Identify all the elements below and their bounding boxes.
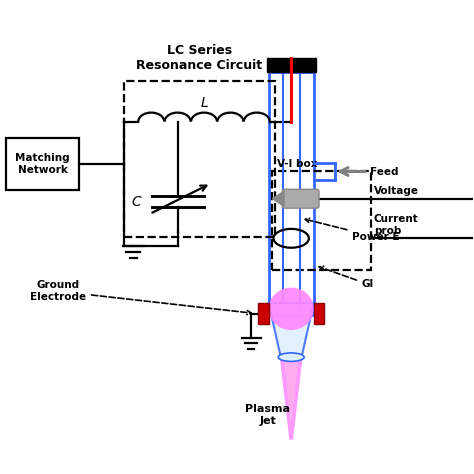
Bar xyxy=(6,138,79,190)
Text: $L$: $L$ xyxy=(200,96,209,110)
Bar xyxy=(314,303,324,324)
Ellipse shape xyxy=(278,353,304,361)
Text: Matching
Network: Matching Network xyxy=(15,153,70,175)
Text: LC Series
Resonance Circuit: LC Series Resonance Circuit xyxy=(136,44,263,72)
Ellipse shape xyxy=(269,288,314,330)
Bar xyxy=(273,171,371,270)
Text: V-I box: V-I box xyxy=(277,159,318,169)
Polygon shape xyxy=(284,357,299,421)
Text: Ground
Electrode: Ground Electrode xyxy=(30,281,251,315)
FancyBboxPatch shape xyxy=(282,189,319,208)
Text: Gl: Gl xyxy=(319,266,374,289)
Bar xyxy=(124,82,275,237)
Text: $C$: $C$ xyxy=(131,195,143,209)
Text: Power E: Power E xyxy=(305,218,400,242)
Bar xyxy=(267,58,316,72)
Polygon shape xyxy=(273,191,284,206)
Bar xyxy=(269,72,314,315)
Polygon shape xyxy=(280,357,302,439)
Polygon shape xyxy=(269,303,314,357)
Text: Voltage: Voltage xyxy=(374,186,419,196)
Bar xyxy=(258,303,269,324)
Text: Plasma
Jet: Plasma Jet xyxy=(245,404,290,426)
Text: Current
prob: Current prob xyxy=(374,214,419,236)
Text: Feed: Feed xyxy=(370,166,402,176)
